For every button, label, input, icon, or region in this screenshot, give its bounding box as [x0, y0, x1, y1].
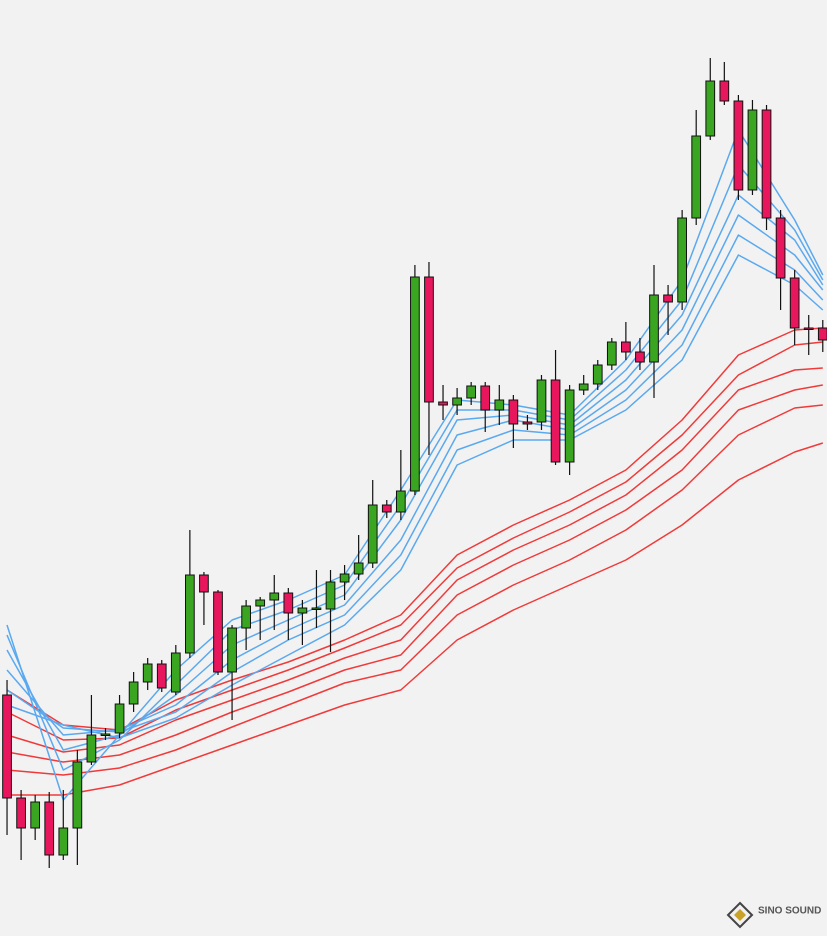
candle-body [255, 599, 266, 607]
ma-line [6, 367, 823, 753]
candle-body [536, 379, 547, 423]
candle-body [578, 383, 589, 391]
ma-line [6, 254, 824, 739]
candle-body [142, 663, 153, 683]
candle-body [353, 562, 364, 575]
candle-body [114, 703, 125, 734]
candle-body [156, 663, 167, 689]
candle-body [677, 217, 687, 303]
candle-body [311, 607, 322, 610]
candle-body [452, 397, 462, 406]
candle-body [438, 401, 448, 406]
candle-body [466, 385, 477, 399]
candle-body [367, 504, 378, 564]
candle-body [100, 733, 111, 736]
candle-body [803, 327, 814, 330]
candle-body [325, 581, 336, 610]
watermark-text: SINO SOUND [758, 906, 821, 917]
candle-body [550, 379, 561, 463]
candle-body [564, 389, 575, 463]
candle-body [395, 490, 406, 513]
candle-body [747, 109, 758, 191]
candle-body [199, 574, 209, 593]
candle-body [761, 109, 772, 219]
moving-averages [6, 129, 824, 801]
candle-body [775, 217, 786, 279]
candle-body [297, 607, 308, 614]
candle-body [663, 294, 673, 303]
candle-body [381, 504, 392, 513]
candle-body [606, 341, 617, 366]
candle-body [480, 385, 491, 411]
candle-body [44, 801, 55, 856]
candle-body [283, 592, 294, 614]
candle-body [817, 327, 827, 341]
ma-line [6, 164, 824, 771]
candle-body [621, 341, 631, 353]
candles [2, 58, 827, 868]
candle-body [58, 827, 69, 856]
candle-body [691, 135, 702, 219]
candle-body [494, 399, 505, 411]
candle-body [635, 351, 645, 363]
candle-body [789, 277, 800, 329]
ma-line [6, 384, 823, 763]
candle-body [86, 734, 97, 763]
candle-body [170, 652, 181, 693]
candle-body [213, 591, 223, 673]
ma-line [7, 442, 824, 796]
ma-line [6, 214, 824, 736]
ma-line [6, 234, 824, 733]
candle-body [508, 399, 519, 425]
candle-body [16, 797, 26, 829]
candle-body [733, 100, 744, 191]
watermark-logo-inner [734, 909, 746, 921]
ma-line [6, 194, 824, 751]
candle-body [410, 276, 420, 492]
candle-body [592, 364, 603, 385]
candle-body [128, 681, 139, 705]
ma-line [6, 341, 823, 741]
candle-body [339, 573, 350, 583]
candle-body [522, 421, 533, 425]
candle-body [649, 294, 659, 363]
candle-body [2, 694, 12, 799]
candle-body [30, 801, 41, 829]
candle-body [719, 80, 730, 102]
candle-body [269, 592, 280, 601]
candle-body [424, 276, 434, 403]
candle-body [227, 627, 237, 673]
watermark: SINO SOUND [726, 901, 821, 929]
candle-body [241, 605, 251, 629]
watermark-logo [726, 901, 754, 929]
candle-body [185, 574, 195, 654]
candle-body [705, 80, 716, 137]
ma-line [6, 404, 823, 776]
candle-body [72, 761, 83, 829]
